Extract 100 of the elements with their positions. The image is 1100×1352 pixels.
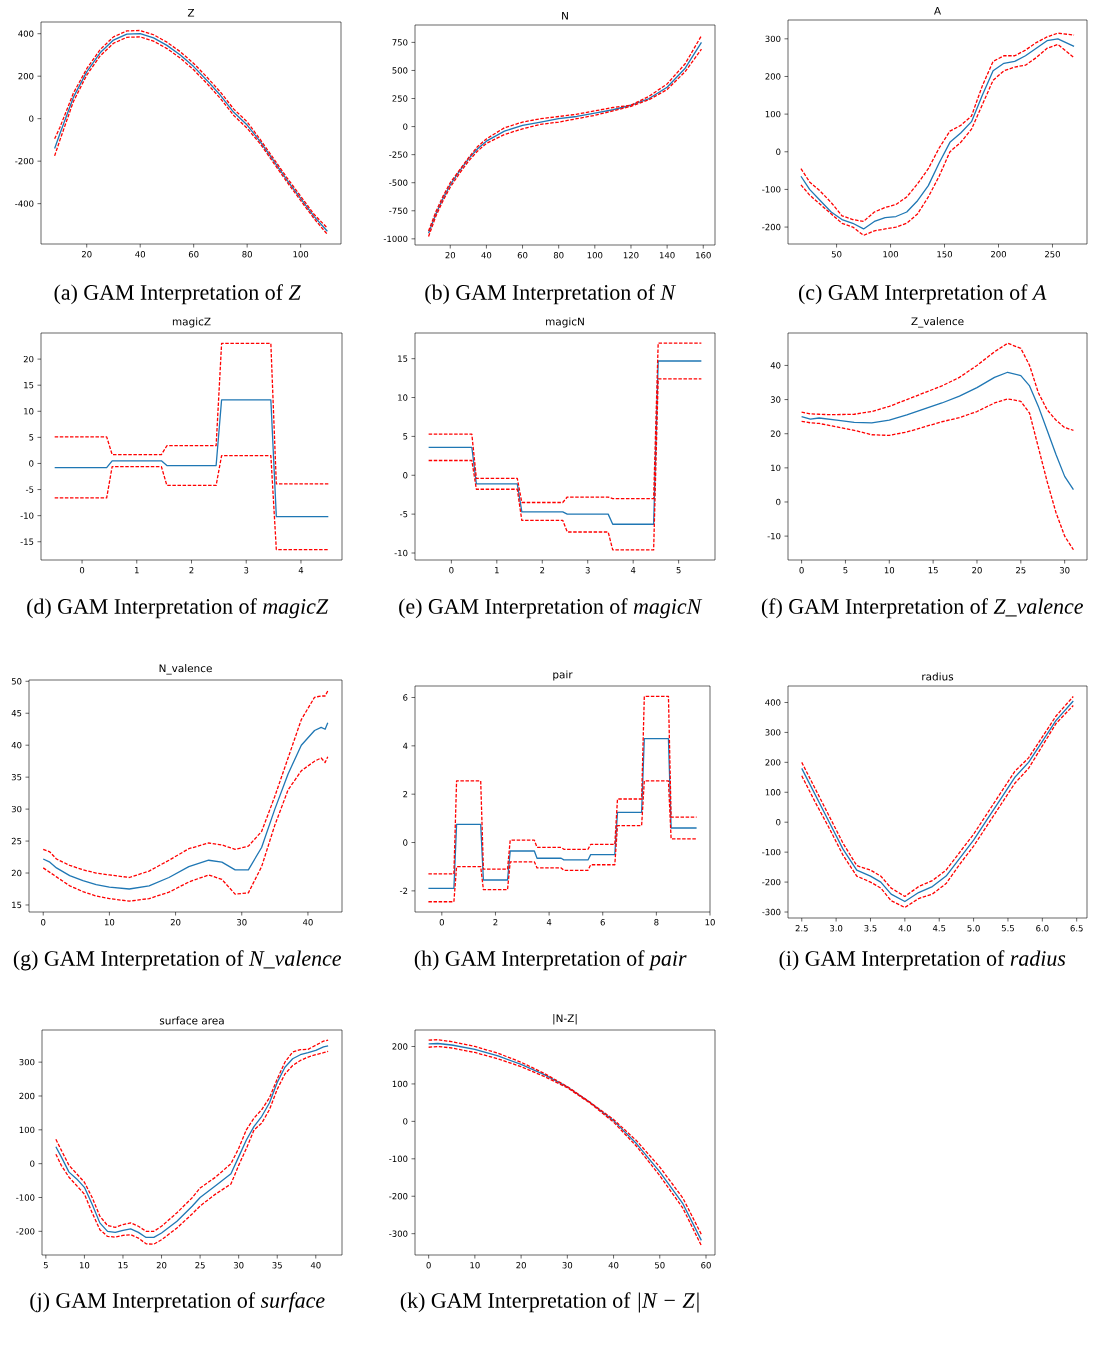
text: (c) GAM Interpretation of A: [798, 284, 1047, 305]
y-tick-label: 4: [403, 742, 408, 749]
x-tick-label: 250: [1045, 251, 1060, 258]
x-tick-label: 4.5: [932, 925, 946, 932]
y-tick-label: 400: [18, 30, 34, 37]
x-tick-label: 3.0: [830, 925, 843, 932]
y-tick-label: 0: [403, 839, 408, 846]
x-tick-label: 3: [244, 567, 249, 574]
y-tick-label: 15: [398, 355, 408, 362]
y-tick-label: 500: [392, 67, 408, 74]
y-tick-label: 0: [776, 498, 781, 506]
x-tick-label: 4: [298, 567, 304, 574]
x-tick-label: 20: [170, 919, 181, 926]
x-tick-label: 2: [189, 567, 194, 574]
text: (b) GAM Interpretation of N: [425, 284, 677, 305]
y-tick-label: 5: [403, 433, 408, 440]
y-tick-label: 0: [403, 123, 408, 130]
x-tick-label: 50: [655, 1262, 665, 1269]
y-tick-label: -10: [20, 512, 34, 519]
y-tick-label: -300: [762, 908, 781, 916]
y-tick-label: 25: [11, 837, 22, 845]
x-tick-label: 5.5: [1001, 925, 1014, 932]
x-tick-label: 15: [928, 567, 938, 574]
x-tick-label: 60: [701, 1262, 711, 1269]
y-tick-label: -2: [399, 887, 408, 894]
x-tick-label: 60: [188, 251, 199, 258]
x-tick-label: 160: [696, 252, 711, 259]
y-tick-label: 10: [771, 464, 781, 472]
x-tick-label: 10: [884, 567, 895, 574]
x-tick-label: 1: [135, 567, 139, 574]
chart-title: Z_valence: [911, 317, 964, 328]
x-tick-label: 3: [585, 567, 590, 574]
y-tick-label: -300: [389, 1230, 408, 1237]
y-tick-label: 0: [403, 472, 408, 479]
y-tick-label: 45: [11, 710, 22, 717]
y-tick-label: -200: [15, 157, 34, 165]
y-tick-label: -200: [762, 223, 781, 231]
x-tick-label: 8: [654, 919, 659, 926]
text: (f) GAM Interpretation of Z_valence: [761, 598, 1084, 619]
chart-title: pair: [553, 670, 573, 681]
y-tick-label: -1000: [383, 235, 408, 243]
y-tick-label: 300: [765, 729, 781, 736]
text: (a) GAM Interpretation of Z: [54, 284, 301, 305]
x-tick-label: 0: [426, 1262, 431, 1269]
x-tick-label: 2: [540, 567, 545, 574]
text: (g) GAM Interpretation of N_valence: [13, 950, 342, 971]
x-tick-label: 20: [516, 1262, 526, 1269]
x-tick-label: 100: [293, 251, 309, 258]
x-tick-label: 200: [991, 251, 1007, 258]
y-tick-label: 200: [392, 1043, 408, 1050]
x-tick-label: 80: [553, 252, 564, 259]
y-tick-label: -500: [389, 179, 408, 186]
text: (j) GAM Interpretation of surface: [30, 1292, 325, 1313]
x-tick-label: 140: [659, 252, 675, 259]
x-tick-label: 0: [79, 567, 85, 574]
x-tick-label: 6: [600, 919, 605, 926]
x-tick-label: 25: [195, 1262, 205, 1269]
y-tick-label: 100: [765, 110, 781, 118]
x-tick-label: 4: [630, 567, 636, 574]
y-tick-label: -10: [394, 549, 408, 557]
y-tick-label: 100: [19, 1126, 35, 1134]
x-tick-label: 1: [495, 567, 499, 574]
y-tick-label: 15: [12, 901, 22, 909]
x-tick-label: 0: [439, 919, 444, 926]
x-tick-label: 20: [445, 252, 456, 259]
y-tick-label: -15: [20, 538, 34, 545]
chart-title: radius: [922, 672, 954, 681]
y-tick-label: 0: [29, 460, 34, 467]
y-tick-label: 10: [24, 408, 34, 415]
y-tick-label: -250: [389, 151, 408, 158]
y-tick-label: 6: [403, 694, 408, 701]
x-tick-label: 4: [546, 919, 552, 926]
y-tick-label: 0: [776, 819, 781, 826]
y-tick-label: 20: [23, 355, 34, 363]
x-tick-label: 30: [1059, 567, 1070, 574]
x-tick-label: 3.5: [864, 925, 877, 932]
y-tick-label: 0: [776, 148, 781, 155]
y-tick-label: -5: [25, 486, 34, 493]
text: (k) GAM Interpretation of |N − Z|: [400, 1292, 699, 1313]
y-tick-label: 750: [392, 39, 408, 46]
y-tick-label: 100: [392, 1080, 408, 1088]
text: (e) GAM Interpretation of magicN: [399, 598, 703, 619]
y-tick-label: 0: [29, 115, 34, 122]
x-tick-label: 5: [676, 567, 681, 574]
y-tick-label: 30: [770, 396, 781, 403]
x-tick-label: 35: [272, 1262, 282, 1269]
x-tick-label: 15: [118, 1262, 128, 1269]
chart-title: |N-Z|: [553, 1014, 577, 1025]
y-tick-label: 2: [403, 791, 408, 798]
x-tick-label: 20: [81, 251, 92, 258]
x-tick-label: 100: [883, 251, 899, 258]
y-tick-label: 5: [29, 434, 34, 441]
text: (h) GAM Interpretation of pair: [414, 950, 687, 971]
x-tick-label: 0: [799, 567, 804, 574]
x-tick-label: 40: [302, 919, 313, 926]
x-tick-label: 10: [470, 1262, 480, 1269]
y-tick-label: 40: [11, 742, 22, 749]
y-tick-label: -200: [762, 878, 781, 886]
y-tick-label: 100: [765, 789, 781, 796]
x-tick-label: 5: [843, 567, 848, 574]
